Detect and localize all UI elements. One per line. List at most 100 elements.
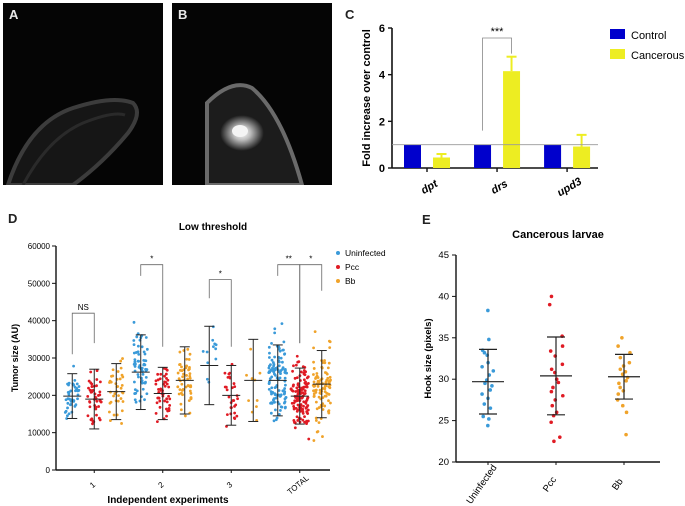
d-point [268, 364, 271, 368]
d-point [94, 405, 98, 409]
d-point [178, 363, 181, 367]
d-point [92, 389, 95, 392]
d-point [232, 416, 236, 420]
d-point [115, 385, 119, 389]
d-point [284, 396, 288, 399]
d-point [161, 394, 165, 398]
d-point [278, 394, 282, 398]
d-point [314, 377, 317, 380]
d-point [301, 407, 305, 411]
d-point [68, 397, 71, 401]
d-point [278, 409, 282, 412]
d-point [277, 402, 281, 406]
d-point [136, 350, 140, 354]
d-point [296, 382, 300, 386]
d-point [163, 374, 166, 378]
d-point [270, 401, 273, 405]
d-point [312, 385, 316, 388]
d-point [225, 388, 229, 392]
d-point [297, 398, 301, 402]
d-point [187, 384, 191, 388]
d-point [301, 409, 305, 413]
d-point [316, 376, 320, 379]
d-point [291, 384, 295, 388]
d-point [66, 414, 69, 418]
d-point [188, 352, 192, 356]
d-point [281, 367, 284, 371]
d-point [94, 405, 98, 409]
d-point [184, 385, 188, 389]
d-point [119, 397, 123, 400]
d-point [88, 400, 91, 403]
d-point [167, 394, 170, 398]
d-point [74, 388, 78, 392]
d-point [270, 375, 274, 379]
d-point [99, 400, 103, 404]
d-point [306, 412, 310, 415]
d-point [283, 391, 286, 395]
d-point [247, 399, 251, 403]
d-point [283, 390, 287, 393]
d-point [315, 430, 319, 434]
d-point [230, 362, 234, 366]
e-point [615, 398, 620, 402]
d-point [137, 365, 141, 369]
d-point [75, 382, 79, 386]
d-point [270, 392, 273, 396]
d-point [66, 397, 70, 401]
d-point [65, 417, 69, 420]
d-point [182, 372, 185, 376]
d-point [109, 419, 112, 422]
d-point [231, 399, 235, 402]
d-point [95, 369, 99, 372]
d-point [321, 387, 324, 391]
d-point [188, 372, 192, 376]
d-point [293, 394, 297, 398]
d-point [271, 391, 275, 394]
e-point [482, 350, 487, 355]
d-point [275, 394, 279, 397]
d-point [115, 413, 119, 417]
d-point [90, 382, 94, 386]
d-point [314, 390, 318, 394]
d-point [181, 393, 184, 397]
d-point [313, 389, 317, 392]
d-significance-bracket-total-1-label: ** [286, 255, 292, 264]
d-x-tick-label: 1 [88, 480, 98, 490]
d-point [132, 343, 136, 347]
d-point [91, 419, 95, 423]
d-point [323, 387, 327, 391]
d-point [138, 364, 142, 367]
d-point [312, 439, 316, 442]
d-point [299, 392, 302, 396]
d-point [232, 382, 236, 385]
d-point [258, 371, 262, 375]
d-point [273, 393, 277, 396]
d-point [144, 367, 147, 371]
d-point [230, 406, 233, 410]
d-point [133, 358, 137, 362]
d-point [274, 408, 277, 412]
d-point [89, 381, 93, 385]
d-point [118, 377, 122, 381]
c-bar-control-drs [474, 144, 492, 168]
d-point [111, 374, 115, 378]
d-point [303, 392, 307, 395]
d-point [157, 388, 160, 391]
d-point [249, 347, 253, 351]
d-point [296, 408, 300, 412]
d-point [327, 381, 331, 385]
d-point [228, 371, 232, 375]
d-point [277, 378, 280, 381]
d-point [120, 390, 124, 394]
c-legend-label-cancerous: Cancerous [631, 50, 685, 62]
d-point [278, 349, 282, 353]
d-point [301, 386, 305, 390]
d-point [283, 352, 286, 356]
e-point [625, 375, 630, 380]
d-point [167, 407, 171, 410]
d-point [180, 388, 184, 392]
d-point [267, 366, 271, 370]
d-point [273, 368, 277, 372]
d-point [292, 401, 296, 405]
